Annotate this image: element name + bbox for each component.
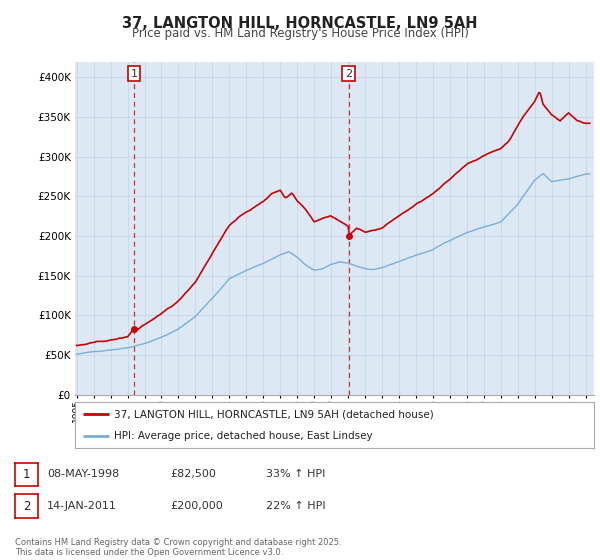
Text: £200,000: £200,000 [170,501,223,511]
Text: 37, LANGTON HILL, HORNCASTLE, LN9 5AH (detached house): 37, LANGTON HILL, HORNCASTLE, LN9 5AH (d… [114,409,434,419]
Text: 2: 2 [345,68,352,78]
Text: 08-MAY-1998: 08-MAY-1998 [47,469,119,479]
Text: Price paid vs. HM Land Registry's House Price Index (HPI): Price paid vs. HM Land Registry's House … [131,27,469,40]
Text: 1: 1 [23,468,30,481]
Text: 37, LANGTON HILL, HORNCASTLE, LN9 5AH: 37, LANGTON HILL, HORNCASTLE, LN9 5AH [122,16,478,31]
Text: 2: 2 [23,500,30,513]
Text: HPI: Average price, detached house, East Lindsey: HPI: Average price, detached house, East… [114,431,373,441]
Text: 1: 1 [130,68,137,78]
Text: £82,500: £82,500 [170,469,215,479]
Text: 33% ↑ HPI: 33% ↑ HPI [266,469,325,479]
Text: Contains HM Land Registry data © Crown copyright and database right 2025.
This d: Contains HM Land Registry data © Crown c… [15,538,341,557]
Text: 22% ↑ HPI: 22% ↑ HPI [266,501,325,511]
Text: 14-JAN-2011: 14-JAN-2011 [47,501,116,511]
